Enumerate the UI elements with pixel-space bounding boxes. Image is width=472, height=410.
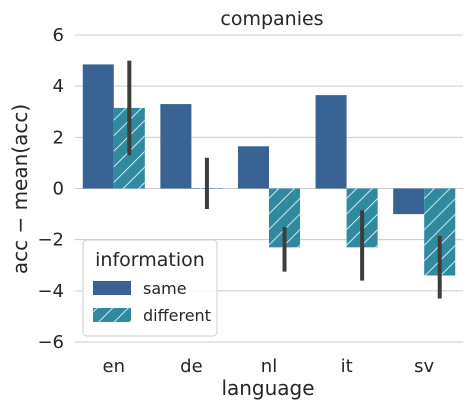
y-tick-label: 0: [53, 179, 64, 200]
bars: [82, 64, 456, 276]
y-tick-labels: 6 4 2 0 −2 −4 −6: [37, 25, 64, 353]
x-tick-label: sv: [414, 356, 434, 377]
legend-swatch-different: [93, 308, 131, 322]
x-tick-label: nl: [261, 356, 277, 377]
y-tick-label: −2: [37, 230, 64, 251]
error-bars: [127, 60, 442, 299]
x-tick-label: en: [103, 356, 125, 377]
chart-title: companies: [220, 8, 323, 30]
legend-title: information: [95, 249, 205, 271]
bar-same-en: [82, 64, 114, 189]
x-tick-labels: en de nl it sv: [103, 356, 435, 377]
legend-label-different: different: [143, 306, 211, 325]
legend: information same different: [82, 239, 218, 337]
y-tick-label: 6: [53, 25, 64, 46]
y-tick-label: 4: [53, 76, 64, 97]
x-tick-label: it: [341, 356, 353, 377]
y-tick-label: 2: [53, 127, 64, 148]
y-tick-label: −6: [37, 332, 64, 353]
y-tick-label: −4: [37, 281, 64, 302]
bar-same-nl: [237, 146, 269, 189]
bar-same-de: [160, 104, 192, 189]
bar-same-it: [315, 95, 347, 189]
x-axis-label: language: [221, 376, 314, 400]
x-tick-label: de: [180, 356, 203, 377]
legend-swatch-same: [93, 281, 131, 295]
y-axis-label: acc − mean(acc): [8, 104, 32, 274]
legend-label-same: same: [143, 279, 187, 298]
bar-same-sv: [393, 188, 425, 215]
